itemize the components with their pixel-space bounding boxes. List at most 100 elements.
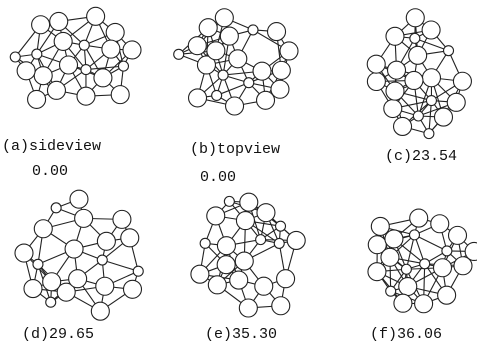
atom [10,52,20,62]
atom [409,230,419,240]
atom [133,266,143,276]
atom [274,238,284,248]
atom [236,212,254,230]
atom [386,82,404,100]
atom [444,46,454,56]
atom [431,215,449,233]
atom [189,89,207,107]
atom [121,229,139,247]
atom [244,78,254,88]
atom [97,255,107,265]
atom [79,40,89,50]
atom [17,62,35,80]
atom [368,263,386,281]
atom [54,32,72,50]
atom [174,49,184,59]
atom [207,207,225,225]
atom [123,41,141,59]
atom [272,297,290,315]
atom [401,264,411,274]
atom [200,238,210,248]
atom [256,235,266,245]
atom [442,246,452,256]
atom [388,61,406,79]
atom [410,33,420,43]
caption: (f)36.06 [370,326,442,343]
atom [276,221,286,231]
bond [102,260,138,271]
atom [447,93,465,111]
atom [123,280,141,298]
caption: (c)23.54 [385,148,457,165]
atom [406,9,424,27]
atom [394,294,412,312]
atom [240,193,258,211]
atom [438,286,456,304]
caption: (a)sideview [2,138,101,155]
atom [217,256,235,274]
atom [422,21,440,39]
atom [77,87,95,105]
atom [280,42,298,60]
atom [405,71,423,89]
atom [384,100,402,118]
caption: (b)topview [190,141,280,158]
atom [420,259,430,269]
atom [32,16,50,34]
atom [113,210,131,228]
atom [218,70,228,80]
atom [367,73,385,91]
atom [188,37,206,55]
atom [97,232,115,250]
atom [413,111,423,121]
atom [386,286,396,296]
atom [215,9,233,27]
atom [449,226,467,244]
atom [220,27,238,45]
atom [229,50,247,68]
atom [224,196,234,206]
atom [385,230,403,248]
atom [111,86,129,104]
atom [410,209,428,227]
atom [399,278,417,296]
atom [87,7,105,25]
atom [217,237,235,255]
atom [381,248,399,266]
atom [32,49,42,59]
atom [50,12,68,30]
atom [226,97,244,115]
energy: 0.00 [32,163,68,180]
atom [287,231,305,249]
atom [60,56,78,74]
atom [453,72,471,90]
atom [94,69,112,87]
atom [34,220,52,238]
atom [24,280,42,298]
figure: (a)sideview 0.00 (b)topview 0.00 (c)23.5… [0,0,477,345]
atom [394,117,412,135]
atom [230,271,248,289]
atom [33,259,43,269]
atom [28,90,46,108]
atom [422,69,440,87]
atom [277,270,295,288]
atom [424,129,434,139]
atom [272,61,290,79]
atom [43,273,61,291]
atom [199,19,217,37]
atom [118,61,128,71]
atom [255,277,273,295]
atom [409,46,427,64]
caption: (e)35.30 [205,326,277,343]
atom [91,302,109,320]
atom [367,55,385,73]
atom [70,190,88,208]
caption: 0.00 [200,169,236,186]
atom [371,217,389,235]
atom [15,244,33,262]
atom [386,27,404,45]
atom [426,96,436,106]
atom [81,65,91,75]
atom [207,42,225,60]
